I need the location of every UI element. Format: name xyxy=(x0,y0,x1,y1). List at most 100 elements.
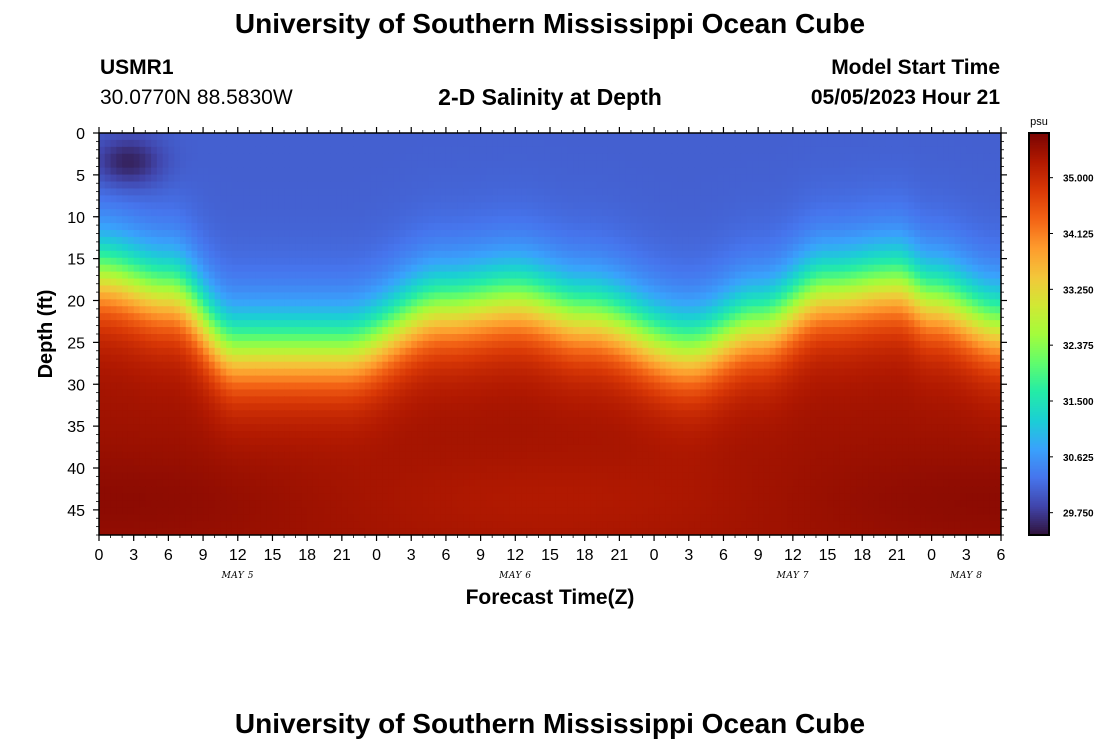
heatmap-cell xyxy=(654,257,661,266)
heatmap-cell xyxy=(815,243,823,252)
heatmap-cell xyxy=(249,306,256,314)
heatmap-cell xyxy=(226,340,233,349)
heatmap-cell xyxy=(590,340,597,349)
heatmap-cell xyxy=(787,223,794,231)
heatmap-cell xyxy=(596,257,603,266)
heatmap-cell xyxy=(428,299,435,307)
heatmap-cell xyxy=(723,139,730,148)
heatmap-cell xyxy=(503,278,511,287)
heatmap-cell xyxy=(526,271,534,280)
heatmap-cell xyxy=(567,347,574,356)
heatmap-cell xyxy=(798,139,806,148)
heatmap-cell xyxy=(989,278,996,287)
heatmap-cell xyxy=(99,257,106,266)
heatmap-cell xyxy=(156,188,164,196)
heatmap-cell xyxy=(688,153,696,162)
heatmap-cell xyxy=(844,209,852,217)
heatmap-cell xyxy=(688,278,696,287)
heatmap-cell xyxy=(376,236,383,245)
heatmap-cell xyxy=(775,257,782,266)
heatmap-cell xyxy=(717,306,725,314)
heatmap-cell xyxy=(555,146,563,155)
heatmap-cell xyxy=(729,292,736,300)
heatmap-cell xyxy=(983,334,991,342)
heatmap-cell xyxy=(249,313,256,321)
heatmap-cell xyxy=(376,223,383,231)
heatmap-cell xyxy=(260,292,268,300)
station-id: USMR1 xyxy=(100,56,174,79)
heatmap-cell xyxy=(463,146,470,155)
heatmap-cell xyxy=(341,292,349,300)
heatmap-cell xyxy=(590,223,597,231)
heatmap-cell xyxy=(844,340,852,349)
heatmap-cell xyxy=(243,299,250,307)
heatmap-cell xyxy=(584,174,592,183)
heatmap-cell xyxy=(625,139,632,148)
heatmap-cell xyxy=(954,271,962,280)
heatmap-cell xyxy=(492,292,499,300)
heatmap-cell xyxy=(145,340,152,349)
heatmap-cell xyxy=(642,146,649,155)
heatmap-cell xyxy=(295,278,302,287)
heatmap-cell xyxy=(665,236,673,245)
heatmap-cell xyxy=(920,327,927,335)
heatmap-cell xyxy=(787,181,794,190)
heatmap-cell xyxy=(347,313,355,321)
heatmap-cell xyxy=(324,271,331,280)
heatmap-cell xyxy=(122,139,129,148)
heatmap-cell xyxy=(336,153,343,162)
heatmap-cell xyxy=(214,334,222,342)
heatmap-cell xyxy=(214,340,222,349)
heatmap-cell xyxy=(619,188,626,196)
heatmap-cell xyxy=(197,285,204,294)
heatmap-cell xyxy=(607,216,615,224)
heatmap-cell xyxy=(960,271,967,280)
heatmap-cell xyxy=(925,250,933,259)
heatmap-cell xyxy=(538,181,545,190)
heatmap-cell xyxy=(324,320,331,328)
heatmap-cell xyxy=(567,230,574,238)
heatmap-cell xyxy=(162,334,169,342)
heatmap-cell xyxy=(885,223,892,231)
heatmap-cell xyxy=(469,133,476,141)
heatmap-cell xyxy=(532,223,540,231)
heatmap-cell xyxy=(474,306,482,314)
heatmap-cell xyxy=(908,334,915,342)
heatmap-cell xyxy=(711,195,719,203)
heatmap-cell xyxy=(977,153,985,162)
heatmap-cell xyxy=(694,285,701,294)
heatmap-cell xyxy=(891,202,898,210)
heatmap-cell xyxy=(353,236,360,245)
heatmap-cell xyxy=(844,257,852,266)
heatmap-cell xyxy=(469,292,476,300)
heatmap-cell xyxy=(925,257,933,266)
heatmap-cell xyxy=(336,236,343,245)
heatmap-cell xyxy=(463,271,470,280)
heatmap-cell xyxy=(775,271,782,280)
heatmap-cell xyxy=(359,320,366,328)
heatmap-cell xyxy=(862,334,869,342)
heatmap-cell xyxy=(515,181,522,190)
heatmap-cell xyxy=(521,236,528,245)
heatmap-cell xyxy=(885,257,892,266)
heatmap-cell xyxy=(659,202,667,210)
heatmap-cell xyxy=(532,306,540,314)
heatmap-cell xyxy=(746,146,753,155)
heatmap-cell xyxy=(827,146,834,155)
heatmap-cell xyxy=(630,160,638,169)
heatmap-cell xyxy=(561,243,568,252)
heatmap-cell xyxy=(694,340,701,349)
heatmap-cell xyxy=(312,216,320,224)
heatmap-cell xyxy=(486,202,493,210)
heatmap-cell xyxy=(983,243,991,252)
heatmap-cell xyxy=(411,299,418,307)
heatmap-cell xyxy=(700,153,707,162)
heatmap-cell xyxy=(648,340,655,349)
heatmap-cell xyxy=(145,160,152,169)
heatmap-cell xyxy=(422,250,430,259)
heatmap-cell xyxy=(619,278,626,287)
heatmap-cell xyxy=(596,278,603,287)
heatmap-cell xyxy=(815,271,823,280)
heatmap-cell xyxy=(815,306,823,314)
heatmap-cell xyxy=(503,285,511,294)
